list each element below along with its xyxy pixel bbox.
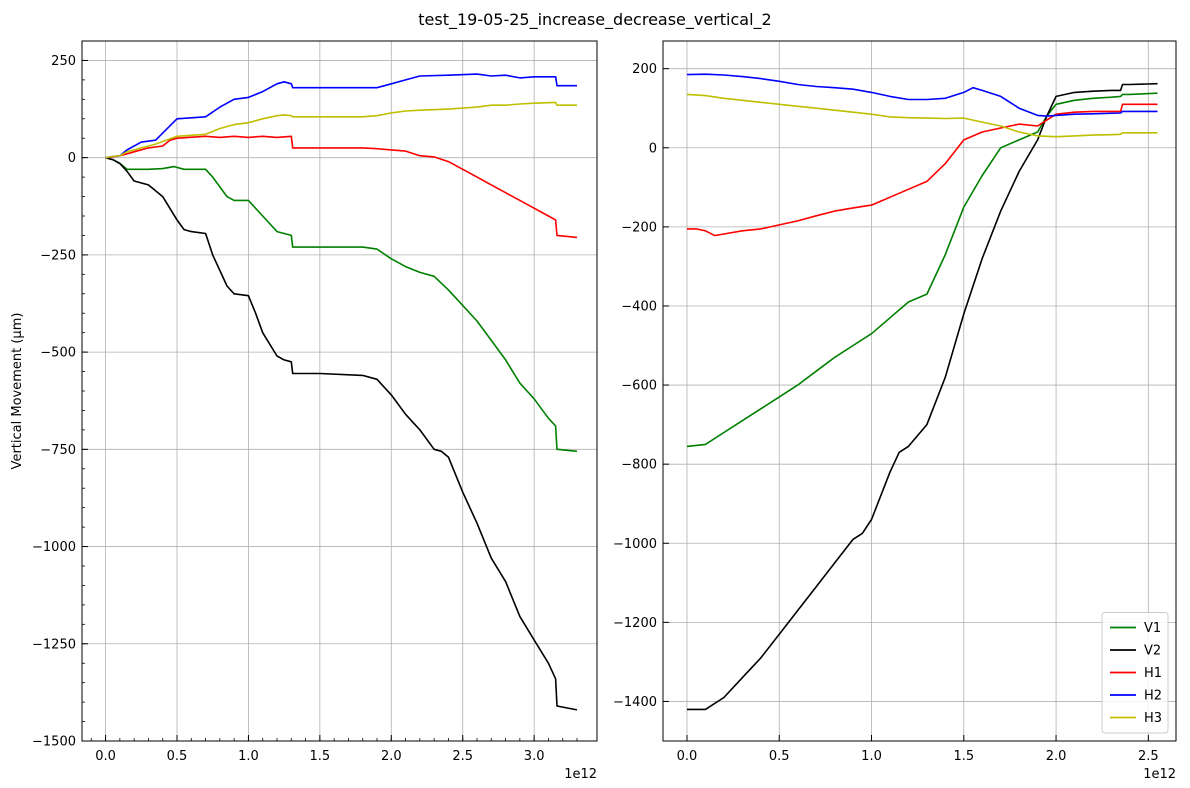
legend-label-h3: H3 [1144, 711, 1162, 726]
x-tick-label: 1.0 [861, 749, 882, 764]
y-tick-label: −500 [40, 346, 76, 361]
y-tick-label: −1250 [32, 637, 76, 652]
x-tick-label: 2.5 [452, 749, 473, 764]
y-tick-label: −750 [40, 443, 76, 458]
x-tick-label: 0.5 [769, 749, 790, 764]
series-line-h2 [105, 73, 577, 159]
y-tick-label: 0 [68, 151, 76, 166]
x-offset-label: 1e12 [1143, 767, 1176, 782]
x-tick-label: 0.0 [677, 749, 698, 764]
y-tick-label: −200 [621, 220, 657, 235]
y-tick-label: 200 [632, 62, 657, 77]
y-tick-label: 250 [51, 54, 76, 69]
legend-label-v1: V1 [1144, 621, 1161, 636]
y-tick-label: −600 [621, 379, 657, 394]
x-tick-label: 0.5 [167, 749, 188, 764]
axes-frame [662, 40, 1177, 742]
x-tick-label: 1.5 [310, 749, 331, 764]
series-group [686, 73, 1158, 711]
series-line-v1 [105, 156, 578, 453]
x-tick-label: 1.5 [953, 749, 974, 764]
left-chart: 0.0 0.5 1.0 1.5 2.0 2.5 3.0 250 0 −250 −500 −750 −10… [10, 40, 598, 782]
series-line-h2 [686, 73, 1158, 117]
series-line-h3 [105, 101, 577, 159]
series-line-h1 [105, 135, 578, 239]
y-tick-label: −1000 [613, 537, 657, 552]
series-line-h1 [687, 103, 1158, 237]
y-tick-label: −1000 [32, 540, 76, 555]
right-chart: 0.0 0.5 1.0 1.5 2.0 2.5 200 0 −200 −400 −600 −800 −1… [613, 40, 1177, 782]
series-line-v2 [105, 156, 578, 711]
series-line-v2 [687, 82, 1158, 711]
x-tick-label: 1.0 [238, 749, 259, 764]
y-tick-label: −1400 [613, 695, 657, 710]
y-tick-label: 0 [649, 141, 657, 156]
legend: V1 V2 H1 H2 H3 [1101, 612, 1169, 734]
x-tick-label: 2.0 [1046, 749, 1067, 764]
x-tick-label: 3.0 [524, 749, 545, 764]
legend-label-v2: V2 [1144, 644, 1161, 659]
y-tick-label: −1500 [32, 735, 76, 750]
x-tick-label: 0.0 [95, 749, 116, 764]
series-line-h3 [686, 93, 1158, 138]
x-offset-label: 1e12 [564, 767, 597, 782]
y-tick-label: −400 [621, 299, 657, 314]
axes-frame [81, 40, 598, 742]
y-tick-label: −250 [40, 248, 76, 263]
y-axis-label: Vertical Movement (µm) [10, 313, 25, 470]
y-tick-label: −800 [621, 458, 657, 473]
legend-label-h2: H2 [1144, 689, 1162, 704]
x-tick-label: 2.0 [381, 749, 402, 764]
figure-title: test_19-05-25_increase_decrease_vertical… [418, 10, 771, 30]
legend-label-h1: H1 [1144, 666, 1162, 681]
series-group [105, 73, 578, 711]
series-line-v1 [686, 92, 1158, 448]
x-tick-label: 2.5 [1138, 749, 1159, 764]
y-tick-label: −1200 [613, 616, 657, 631]
